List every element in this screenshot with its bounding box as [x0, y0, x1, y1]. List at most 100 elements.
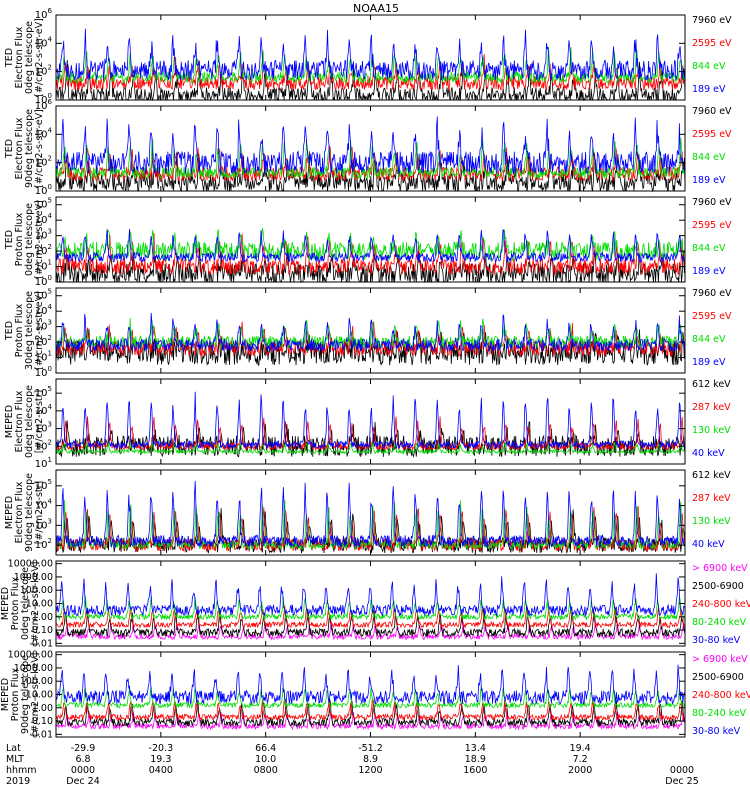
legend-entry-7-4: 80-240 keV	[692, 617, 747, 628]
x-tick-label-lat-3: 66.4	[255, 743, 276, 754]
legend-entry-5-2: 287 keV	[692, 402, 731, 413]
x-axis-row-label-2: MLT	[6, 754, 24, 765]
legend-entry-6-3: 130 keV	[692, 516, 731, 527]
y-axis-label-line: 90deg telescope	[24, 473, 35, 552]
legend-entry-5-3: 130 keV	[692, 425, 731, 436]
y-tick-label-5-1: 101	[35, 456, 52, 470]
y-axis-label-1: TEDElectron Flux0deg telescope[#/cm2-s-s…	[4, 18, 45, 97]
legend-entry-6-4: 40 keV	[692, 539, 725, 550]
y-axis-label-line: 30deg telescope	[24, 291, 35, 370]
legend-entry-3-4: 189 eV	[692, 266, 726, 277]
y-axis-label-line: [#/cm2-s-str-keV]	[30, 562, 41, 646]
y-axis-label-3: TEDProton Flux0deg telescope[#/cm2-s-str…	[4, 200, 45, 279]
y-axis-label-line: MEPED	[0, 678, 11, 711]
legend-entry-8-2: 2500-6900	[692, 672, 744, 683]
x-axis-row-label-3: hhmm	[6, 765, 37, 776]
y-tick-label-8-3: 1.00	[32, 703, 53, 714]
panel-8: 0.010.101.0010.00100.001000.0010000.00ME…	[0, 650, 750, 741]
y-axis-label-line: MEPED	[0, 587, 11, 620]
series-line-7-1	[55, 621, 686, 641]
legend-entry-1-3: 844 eV	[692, 61, 726, 72]
series-line-3-4	[55, 228, 686, 264]
y-axis-label-line: 0deg telescope	[24, 203, 35, 276]
y-axis-label-line: 90deg telescope	[24, 109, 35, 188]
legend-entry-1-4: 189 eV	[692, 84, 726, 95]
x-tick-label-lat-4: -51.2	[358, 743, 383, 754]
legend-entry-4-2: 2595 eV	[692, 311, 732, 322]
y-axis-label-line: TED	[4, 48, 15, 68]
y-axis-label-line: [#/cm2-s-str-eV]	[34, 18, 45, 97]
y-axis-label-4: TEDProton Flux30deg telescope[#/cm2-s-st…	[4, 291, 45, 370]
x-tick-label-mlt-4: 8.9	[363, 754, 378, 765]
y-tick-label-8-4: 10.00	[26, 690, 53, 701]
y-tick-label-7-2: 0.10	[32, 625, 53, 636]
figure-title: NOAA15	[353, 2, 399, 15]
x-axis-row-label-4: 2019	[6, 776, 30, 787]
legend-entry-8-3: 240-800 keV	[692, 690, 750, 701]
legend-entry-8-1: > 6900 keV	[692, 654, 748, 665]
y-axis-label-line: TED	[4, 139, 15, 159]
panel-7: 0.010.101.0010.00100.001000.0010000.00ME…	[0, 559, 750, 650]
y-tick-label-7-3: 1.00	[32, 612, 53, 623]
x-tick-label-date-7: Dec 25	[665, 776, 699, 787]
x-tick-label-mlt-1: 6.8	[75, 754, 90, 765]
legend-entry-4-4: 189 eV	[692, 357, 726, 368]
legend-entry-3-2: 2595 eV	[692, 220, 732, 231]
legend-entry-3-1: 7960 eV	[692, 197, 732, 208]
y-axis-label-line: 0deg telescope	[24, 385, 35, 458]
series-line-1-4	[55, 28, 686, 81]
x-tick-label-mlt-6: 7.2	[573, 754, 588, 765]
legend-entry-2-2: 2595 eV	[692, 129, 732, 140]
series-line-1-2	[55, 54, 686, 92]
y-tick-label-7-7: 10000.00	[8, 559, 53, 570]
y-axis-label-8: MEPEDProton Flux90deg telescope[#/cm2-s-…	[0, 653, 41, 737]
x-axis-row-label-1: Lat	[6, 743, 21, 754]
y-tick-label-7-4: 10.00	[26, 599, 53, 610]
legend-entry-2-4: 189 eV	[692, 175, 726, 186]
legend-entry-6-1: 612 keV	[692, 470, 731, 481]
series-line-2-2	[55, 145, 686, 183]
series-line-8-1	[55, 710, 686, 731]
y-tick-label-7-6: 1000.00	[14, 572, 53, 583]
y-axis-label-6: MEPEDElectron Flux90deg telescope[#/cm2-…	[4, 473, 45, 552]
y-axis-label-5: MEPEDElectron Flux0deg telescope[#/cm2-s…	[4, 385, 45, 458]
legend-entry-5-4: 40 keV	[692, 448, 725, 459]
y-axis-label-line: Electron Flux	[14, 481, 25, 543]
series-line-7-5	[55, 573, 686, 617]
x-tick-label-hhmm-5: 1600	[463, 765, 487, 776]
series-line-8-2	[55, 698, 686, 728]
y-tick-label-8-7: 10000.00	[8, 650, 53, 661]
y-tick-label-7-5: 100.00	[20, 585, 53, 596]
x-tick-label-mlt-3: 10.0	[255, 754, 276, 765]
series-line-7-4	[55, 595, 686, 621]
y-axis-label-line: TED	[4, 230, 15, 250]
x-tick-label-hhmm-7: 0000	[670, 765, 694, 776]
y-tick-label-8-1: 0.01	[32, 729, 53, 740]
y-tick-label-8-5: 100.00	[20, 676, 53, 687]
series-line-3-2	[55, 233, 686, 276]
series-line-8-5	[55, 664, 686, 705]
legend-entry-4-3: 844 eV	[692, 334, 726, 345]
series-line-8-4	[55, 686, 686, 710]
x-tick-label-lat-6: 19.4	[570, 743, 591, 754]
x-tick-label-hhmm-3: 0800	[254, 765, 278, 776]
x-tick-label-hhmm-1: 0000	[71, 765, 95, 776]
y-axis-label-line: Proton Flux	[14, 212, 25, 266]
y-axis-label-7: MEPEDProton Flux0deg telescope[#/cm2-s-s…	[0, 562, 41, 646]
legend-entry-4-1: 7960 eV	[692, 288, 732, 299]
x-tick-label-mlt-5: 18.9	[465, 754, 486, 765]
y-axis-label-line: MEPED	[4, 496, 15, 529]
series-line-7-3	[55, 605, 686, 629]
x-tick-label-lat-5: 13.4	[465, 743, 486, 754]
y-axis-label-line: Proton Flux	[10, 667, 21, 721]
legend-entry-6-2: 287 keV	[692, 493, 731, 504]
series-line-4-4	[55, 312, 686, 353]
legend-entry-3-3: 844 eV	[692, 243, 726, 254]
y-axis-label-line: [#/cm2-s-str-eV]	[34, 291, 45, 370]
y-axis-label-line: Electron Flux	[14, 26, 25, 88]
